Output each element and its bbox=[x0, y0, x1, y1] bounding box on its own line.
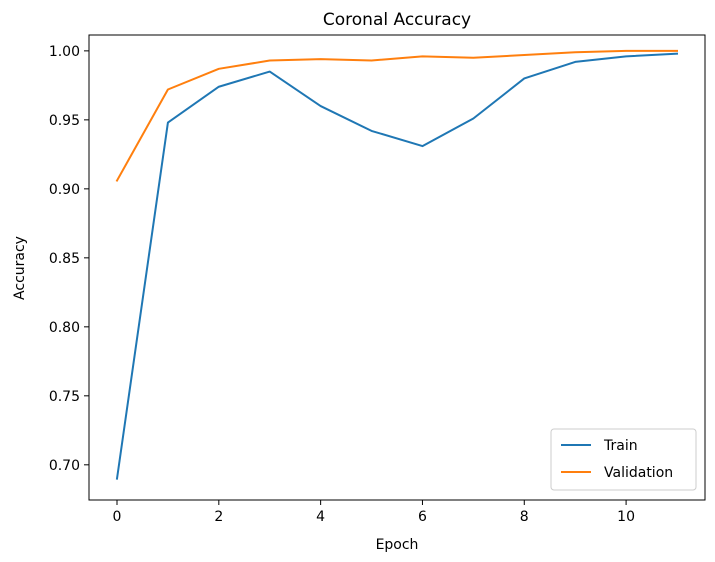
y-tick-label: 0.80 bbox=[49, 320, 80, 336]
y-tick-label: 1.00 bbox=[49, 44, 80, 60]
x-axis: 0 2 4 6 8 10 bbox=[113, 500, 635, 525]
plot-area bbox=[88, 34, 706, 501]
series-line-validation bbox=[115, 49, 678, 182]
y-tick-label: 0.95 bbox=[49, 113, 80, 129]
x-tick-label: 4 bbox=[316, 509, 325, 525]
y-tick-label: 0.85 bbox=[49, 251, 80, 267]
x-axis-label: Epoch bbox=[376, 537, 419, 553]
legend-label-train: Train bbox=[603, 438, 638, 454]
y-axis: 0.70 0.75 0.80 0.85 0.90 0.95 1.00 bbox=[49, 44, 89, 474]
x-tick-label: 2 bbox=[214, 509, 223, 525]
series-line-train bbox=[115, 52, 679, 480]
chart-title: Coronal Accuracy bbox=[323, 10, 471, 30]
y-tick-label: 0.70 bbox=[49, 458, 80, 474]
legend: Train Validation bbox=[550, 428, 697, 491]
x-tick-label: 0 bbox=[113, 509, 122, 525]
y-tick-label: 0.75 bbox=[49, 389, 80, 405]
y-axis-label: Accuracy bbox=[12, 236, 28, 300]
y-tick-label: 0.90 bbox=[49, 182, 80, 198]
x-tick-label: 8 bbox=[520, 509, 529, 525]
series-layer bbox=[115, 49, 679, 480]
x-tick-label: 10 bbox=[617, 509, 635, 525]
x-tick-label: 6 bbox=[418, 509, 427, 525]
legend-label-validation: Validation bbox=[604, 465, 673, 481]
